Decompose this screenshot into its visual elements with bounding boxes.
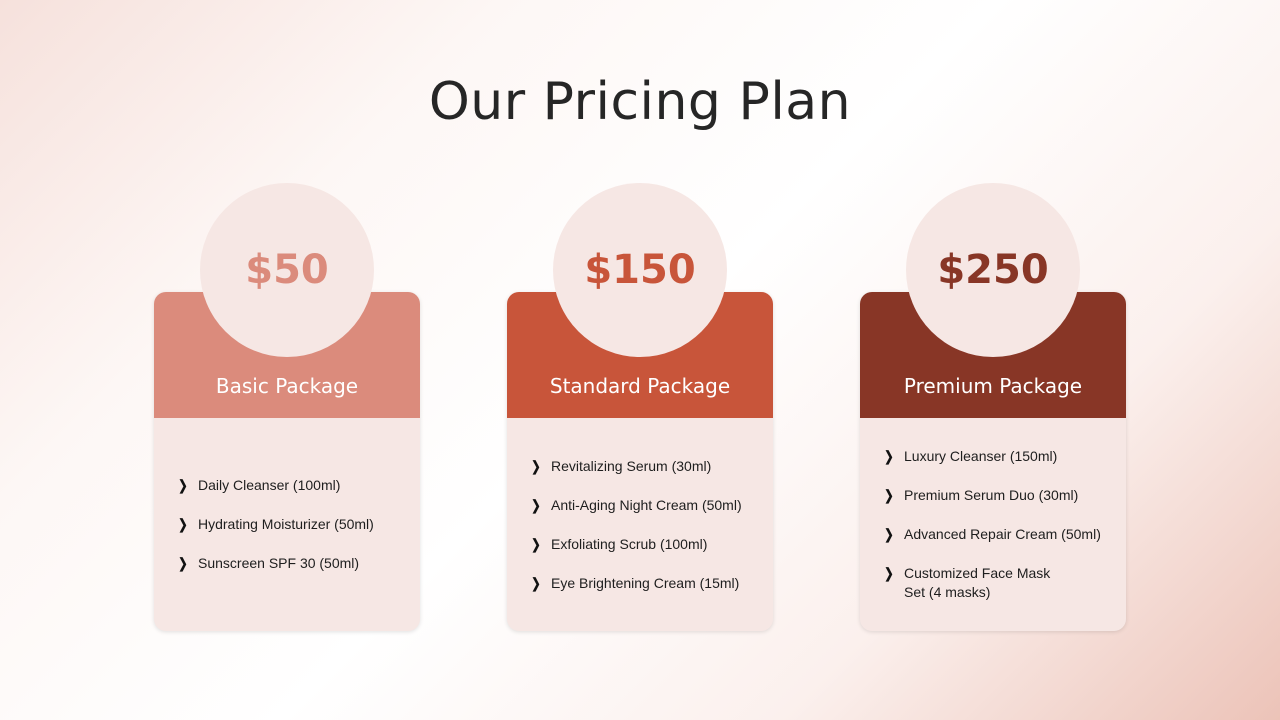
chevron-right-icon: ❯ (884, 565, 894, 581)
item-label: Hydrating Moisturizer (50ml) (198, 516, 374, 532)
list-item: ❯ Sunscreen SPF 30 (50ml) (176, 554, 406, 573)
chevron-right-icon: ❯ (178, 516, 188, 532)
feature-list: ❯ Revitalizing Serum (30ml) ❯ Anti-Aging Ni… (507, 418, 773, 631)
item-label: Premium Serum Duo (30ml) (904, 487, 1079, 503)
price-circle: $50 (200, 183, 374, 357)
list-item: ❯ Anti-Aging Night Cream (50ml) (529, 496, 759, 515)
chevron-right-icon: ❯ (884, 526, 894, 542)
list-item: ❯ Eye Brightening Cream (15ml) (529, 574, 759, 593)
chevron-right-icon: ❯ (531, 535, 541, 552)
chevron-right-icon: ❯ (531, 496, 541, 513)
chevron-right-icon: ❯ (531, 457, 541, 474)
item-label: Exfoliating Scrub (100ml) (551, 535, 708, 552)
item-label: Eye Brightening Cream (15ml) (551, 574, 740, 591)
feature-list: ❯ Daily Cleanser (100ml) ❯ Hydrating Moistu… (154, 418, 420, 631)
item-label: Revitalizing Serum (30ml) (551, 457, 712, 474)
list-item: ❯ Premium Serum Duo (30ml) (882, 486, 1112, 505)
chevron-right-icon: ❯ (178, 477, 188, 493)
page-title: Our Pricing Plan (428, 72, 852, 132)
price: $250 (937, 247, 1049, 293)
chevron-right-icon: ❯ (884, 448, 894, 464)
package-name: Basic Package (215, 374, 359, 398)
item-label: Sunscreen SPF 30 (50ml) (198, 555, 360, 571)
item-label: Daily Cleanser (100ml) (198, 477, 341, 493)
price-circle: $150 (553, 183, 727, 357)
chevron-right-icon: ❯ (531, 574, 541, 591)
chevron-right-icon: ❯ (178, 555, 188, 571)
list-item: ❯ Hydrating Moisturizer (50ml) (176, 515, 406, 534)
list-item: ❯ Advanced Repair Cream (50ml) (882, 525, 1112, 544)
price: $150 (584, 247, 696, 293)
package-name: Standard Package (549, 374, 731, 398)
item-label: Anti-Aging Night Cream (50ml) (551, 496, 742, 513)
list-item: ❯ Luxury Cleanser (150ml) (882, 447, 1112, 466)
price: $50 (245, 247, 329, 293)
feature-list: ❯ Luxury Cleanser (150ml) ❯ Premium Serum D… (860, 418, 1126, 631)
list-item: ❯ Customized Face Mask Set (4 masks) (882, 564, 1112, 602)
item-label: Customized Face Mask Set (4 masks) (904, 565, 1051, 600)
item-label: Advanced Repair Cream (50ml) (904, 526, 1101, 542)
list-item: ❯ Exfoliating Scrub (100ml) (529, 535, 759, 554)
list-item: ❯ Daily Cleanser (100ml) (176, 476, 406, 495)
package-name: Premium Package (903, 374, 1083, 398)
price-circle: $250 (906, 183, 1080, 357)
list-item: ❯ Revitalizing Serum (30ml) (529, 457, 759, 476)
chevron-right-icon: ❯ (884, 487, 894, 503)
item-label: Luxury Cleanser (150ml) (904, 448, 1058, 464)
